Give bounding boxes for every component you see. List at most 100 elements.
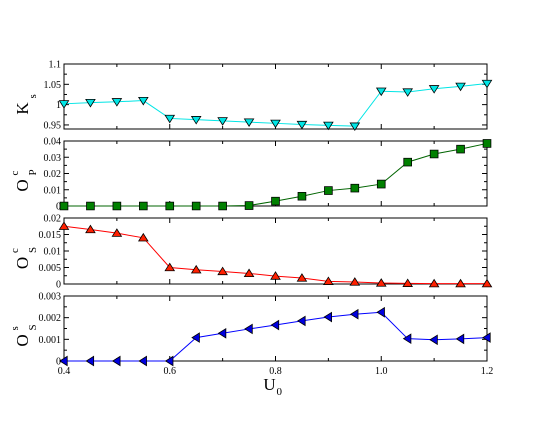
data-point xyxy=(218,201,227,211)
plot-frame xyxy=(63,140,488,207)
y-tick-label: 0.005 xyxy=(39,263,62,274)
data-point xyxy=(455,333,465,345)
data-point xyxy=(270,319,280,331)
data-point xyxy=(376,179,386,189)
y-axis-label: OPc xyxy=(9,169,39,191)
data-point xyxy=(376,306,385,318)
data-point xyxy=(270,119,281,129)
x-tick-label: 1.0 xyxy=(375,366,388,377)
data-point xyxy=(86,201,95,211)
data-point xyxy=(190,116,202,125)
data-point xyxy=(164,355,174,367)
data-point xyxy=(243,268,255,278)
y-label-base: O xyxy=(13,334,32,346)
y-label-superscript: s xyxy=(9,326,21,330)
y-label-subscript: s xyxy=(27,94,39,98)
x-tick-label: 0.8 xyxy=(269,366,282,377)
x-tick-label: 1.2 xyxy=(481,366,494,377)
data-point xyxy=(112,201,122,211)
y-tick-label: 0 xyxy=(56,280,61,291)
data-point xyxy=(271,196,280,206)
y-tick-label: 0.015 xyxy=(39,230,62,241)
y-tick-label: 0.02 xyxy=(44,169,62,180)
data-point xyxy=(429,149,439,159)
data-point xyxy=(349,122,361,132)
data-point xyxy=(165,201,175,211)
y-label-superscript: c xyxy=(9,248,21,253)
y-axis-label: OSs xyxy=(9,324,39,346)
y-label-base: O xyxy=(13,179,32,191)
data-point xyxy=(137,232,149,242)
data-point xyxy=(244,201,254,210)
data-point xyxy=(403,157,412,167)
data-point xyxy=(164,114,176,124)
data-point xyxy=(217,327,227,339)
data-point xyxy=(244,323,253,335)
data-point xyxy=(190,264,202,274)
data-point xyxy=(350,183,360,193)
series-line xyxy=(64,311,488,362)
data-point xyxy=(137,96,149,106)
data-point xyxy=(296,120,308,130)
y-tick-label: 0.95 xyxy=(44,120,62,131)
series-line xyxy=(64,142,488,207)
data-point xyxy=(481,278,493,288)
data-point xyxy=(164,262,176,272)
y-label-subscript: P xyxy=(27,169,39,175)
data-point xyxy=(455,82,466,92)
y-label-subscript: S xyxy=(27,247,39,253)
data-point xyxy=(402,333,412,345)
data-point xyxy=(191,201,201,211)
data-point xyxy=(349,277,361,286)
data-point xyxy=(111,98,123,107)
data-point xyxy=(375,278,387,287)
data-point xyxy=(111,355,121,367)
data-point xyxy=(59,201,69,211)
x-label-subscript: 0 xyxy=(277,386,283,398)
data-point xyxy=(111,228,123,237)
panel-Ks: 0.95 1 1.05 1.1 Ks xyxy=(13,60,493,132)
plot-frame xyxy=(63,295,488,362)
data-point xyxy=(323,121,334,131)
y-axis-label: OSc xyxy=(9,247,39,269)
y-tick-label: 0.01 xyxy=(44,185,62,196)
data-point xyxy=(482,332,491,343)
y-tick-label: 0.04 xyxy=(44,137,62,148)
data-point xyxy=(481,79,493,89)
data-point xyxy=(428,85,440,94)
data-point xyxy=(85,98,96,108)
data-point xyxy=(402,278,414,287)
data-point xyxy=(58,221,70,230)
data-point xyxy=(85,224,96,234)
data-point xyxy=(58,100,70,109)
panel-OSc: 0 0.005 0.01 0.015 0.02 OSc xyxy=(9,214,493,291)
y-label-superscript: c xyxy=(9,171,21,176)
x-label-base: U xyxy=(263,375,275,394)
data-point xyxy=(297,315,306,327)
x-tick-label: 0.6 xyxy=(164,366,177,377)
plot-frame xyxy=(63,63,488,130)
data-point xyxy=(217,117,228,126)
y-tick-label: 0.003 xyxy=(39,292,62,303)
data-point xyxy=(455,278,466,288)
y-tick-label: 1.05 xyxy=(44,80,62,91)
y-tick-label: 0.01 xyxy=(44,247,62,258)
y-tick-label: 0.03 xyxy=(44,153,62,164)
y-tick-label: 0 xyxy=(56,202,61,213)
y-label-base: O xyxy=(13,257,32,269)
data-point xyxy=(402,88,414,97)
y-tick-label: 1 xyxy=(56,100,61,111)
data-point xyxy=(191,332,200,343)
data-point xyxy=(456,144,465,154)
data-point xyxy=(243,118,255,127)
data-point xyxy=(429,334,438,346)
y-tick-label: 0.02 xyxy=(44,214,62,225)
y-tick-label: 0.002 xyxy=(39,313,62,324)
data-point xyxy=(139,201,148,211)
y-axis-label: Ks xyxy=(13,94,39,114)
data-point xyxy=(349,308,359,320)
x-tick-label: 0.4 xyxy=(58,366,71,377)
